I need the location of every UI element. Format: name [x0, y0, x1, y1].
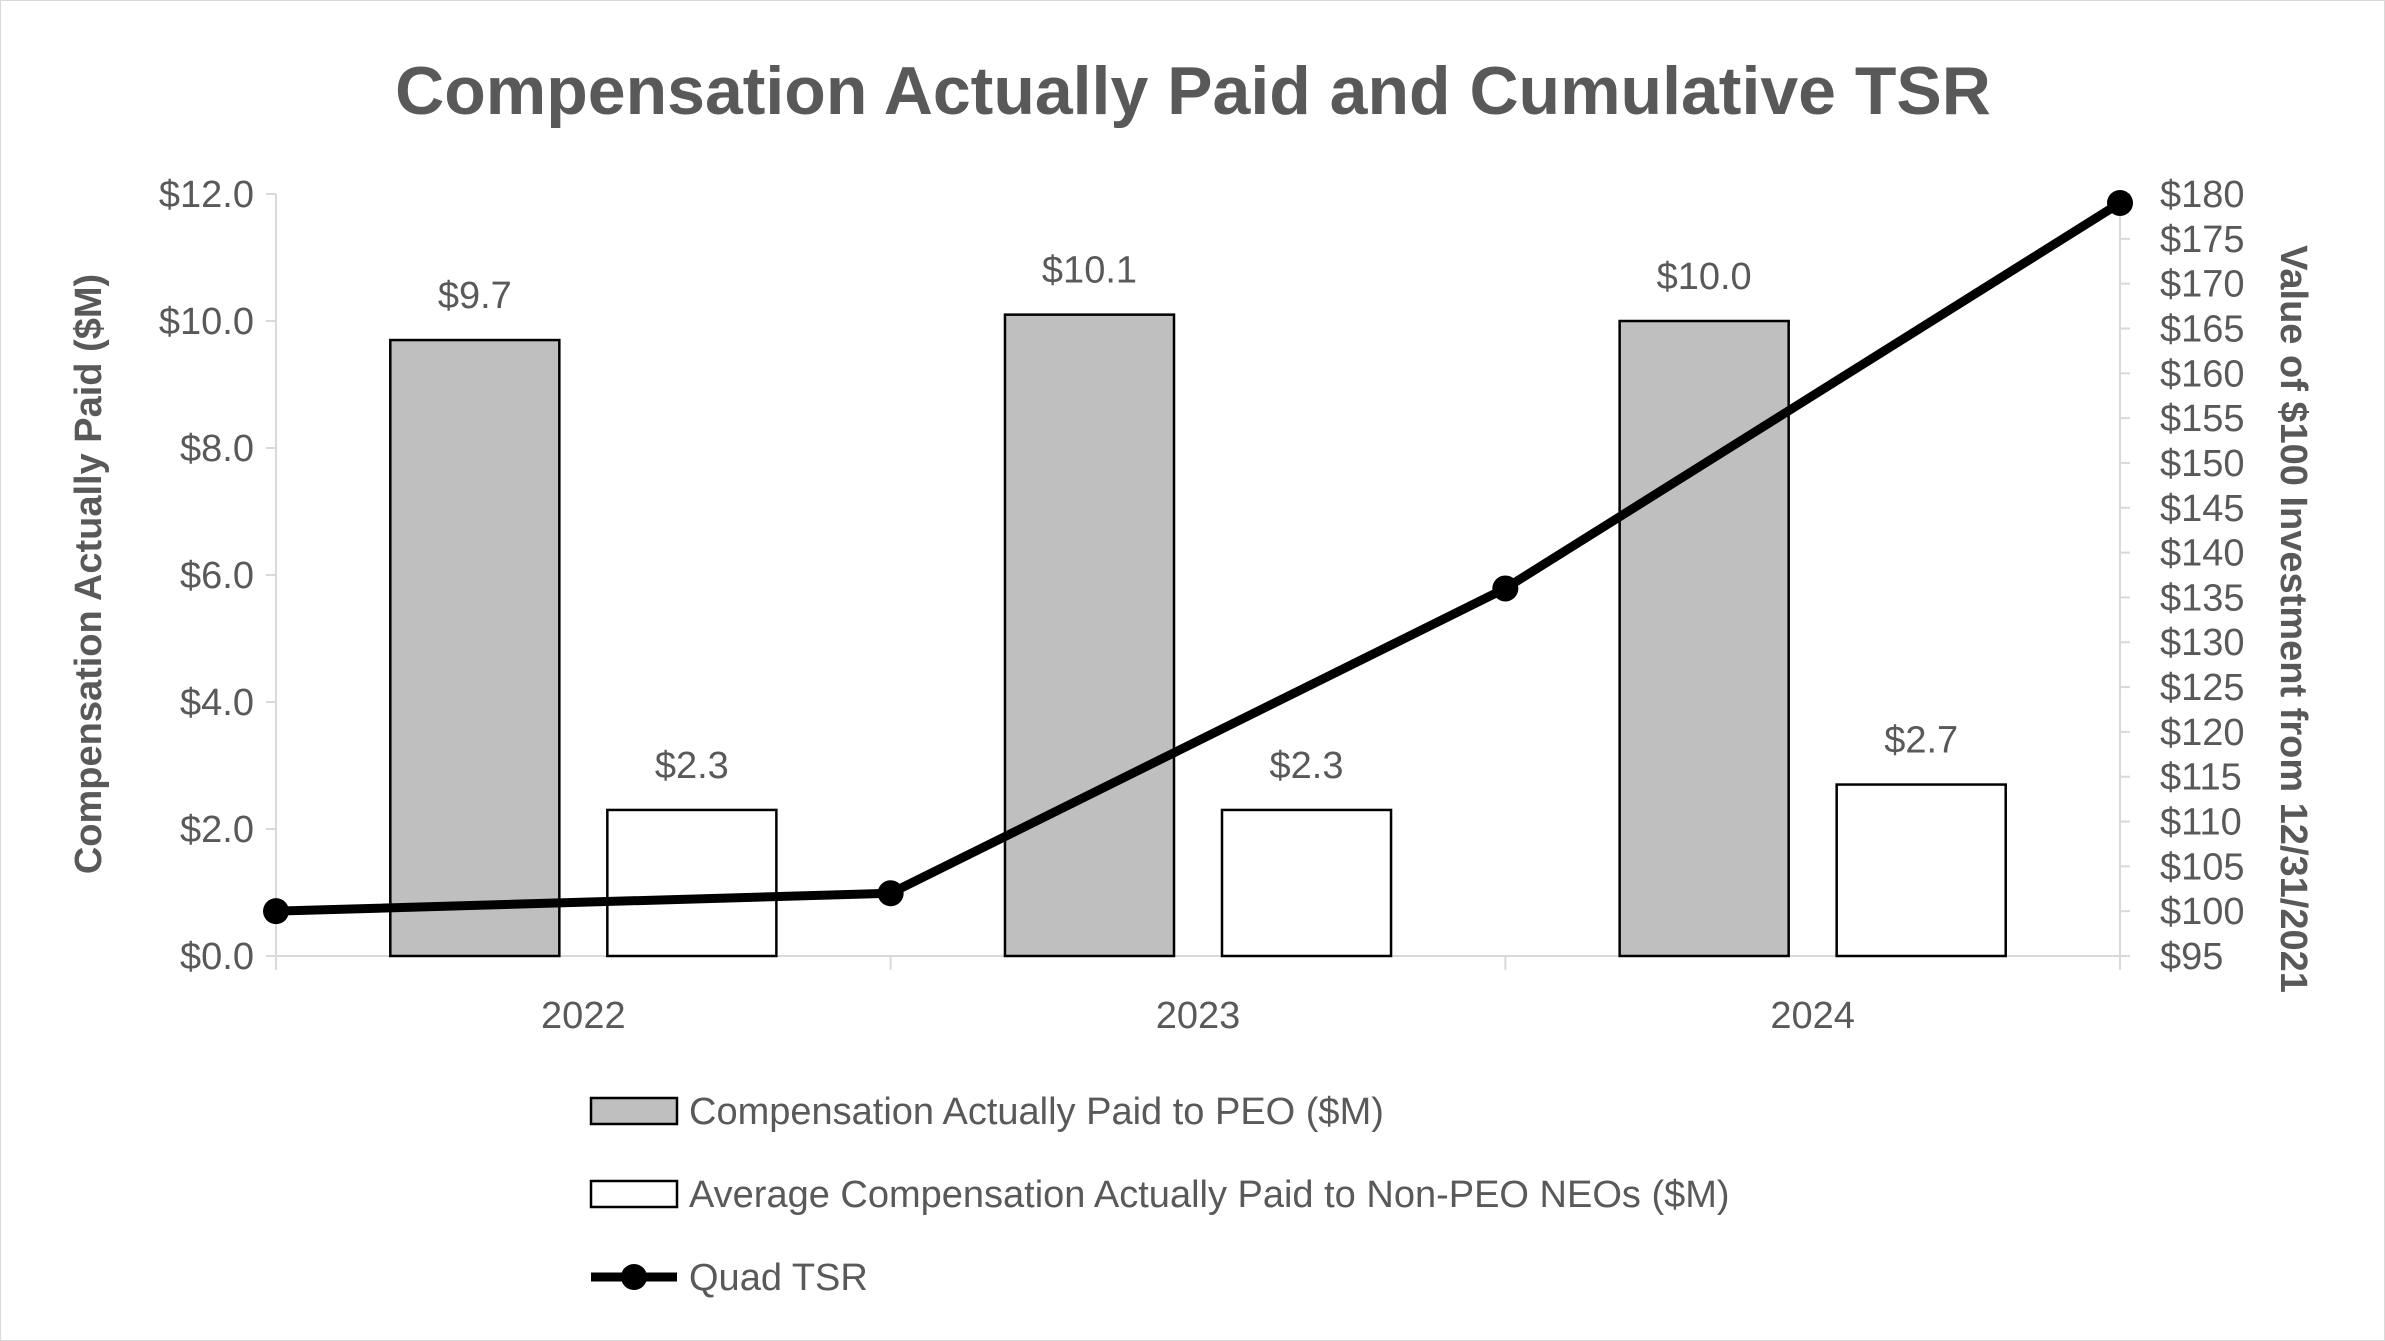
y-tick-label: $4.0 — [180, 682, 254, 724]
legend-label: Compensation Actually Paid to PEO ($M) — [689, 1091, 1384, 1133]
y2-tick-label: $120 — [2160, 712, 2245, 754]
bar-data-label: $2.3 — [1270, 745, 1344, 787]
y2-tick-label: $150 — [2160, 443, 2245, 485]
y2-tick-label: $135 — [2160, 577, 2245, 619]
y2-tick-label: $130 — [2160, 622, 2245, 664]
bar-data-label: $9.7 — [438, 275, 512, 317]
bar — [1220, 808, 1393, 958]
y2-tick-label: $165 — [2160, 308, 2245, 350]
bar-data-label: $10.1 — [1042, 250, 1137, 292]
y2-tick-label: $170 — [2160, 264, 2245, 306]
y2-tick-label: $160 — [2160, 353, 2245, 395]
y2-tick-label: $155 — [2160, 398, 2245, 440]
legend-marker — [621, 1264, 647, 1290]
bar — [606, 808, 778, 958]
y2-tick-label: $115 — [2160, 757, 2242, 799]
y2-tick-label: $140 — [2160, 533, 2245, 575]
x-tick-label: 2024 — [1770, 995, 1855, 1037]
bar — [1618, 319, 1790, 958]
plot-area: $0.0$2.0$4.0$6.0$8.0$10.0$12.0$95$100$10… — [159, 174, 2245, 1037]
y-tick-label: $6.0 — [180, 555, 254, 597]
tsr-line — [275, 199, 2123, 916]
tsr-point — [2107, 189, 2133, 216]
bar-data-label: $10.0 — [1657, 256, 1752, 298]
y2-tick-label: $95 — [2160, 936, 2223, 978]
bar — [1003, 313, 1176, 958]
tsr-point — [877, 880, 904, 907]
y2-tick-label: $145 — [2160, 488, 2245, 530]
bar — [1835, 783, 2007, 958]
chart-title: Compensation Actually Paid and Cumulativ… — [395, 53, 1991, 129]
y2-tick-label: $105 — [2160, 846, 2245, 888]
y2-tick-label: $180 — [2160, 174, 2245, 216]
bar — [389, 338, 561, 958]
tsr-point — [263, 898, 289, 925]
legend-label: Quad TSR — [689, 1257, 868, 1299]
bar-data-label: $2.3 — [655, 745, 729, 787]
y2-tick-label: $175 — [2160, 219, 2245, 261]
y2-tick-label: $100 — [2160, 891, 2245, 933]
y2-axis-title: Value of $100 Investment from 12/31/2021 — [2272, 245, 2314, 993]
y-tick-label: $2.0 — [180, 809, 254, 851]
y-tick-label: $12.0 — [159, 174, 254, 216]
y2-tick-label: $110 — [2160, 802, 2242, 844]
y-tick-label: $0.0 — [180, 936, 254, 978]
y2-tick-label: $125 — [2160, 667, 2245, 709]
legend-label: Average Compensation Actually Paid to No… — [689, 1174, 1730, 1216]
x-tick-label: 2022 — [541, 995, 626, 1037]
legend: Compensation Actually Paid to PEO ($M) Av… — [589, 1091, 1730, 1299]
y-tick-label: $10.0 — [159, 301, 254, 343]
bar-data-label: $2.7 — [1884, 720, 1958, 762]
y-tick-label: $8.0 — [180, 428, 254, 470]
y-axis-title: Compensation Actually Paid ($M) — [68, 274, 110, 874]
tsr-point — [1492, 575, 1519, 602]
legend-swatch — [589, 1179, 679, 1209]
legend-swatch — [589, 1096, 679, 1126]
x-tick-label: 2023 — [1156, 995, 1241, 1037]
